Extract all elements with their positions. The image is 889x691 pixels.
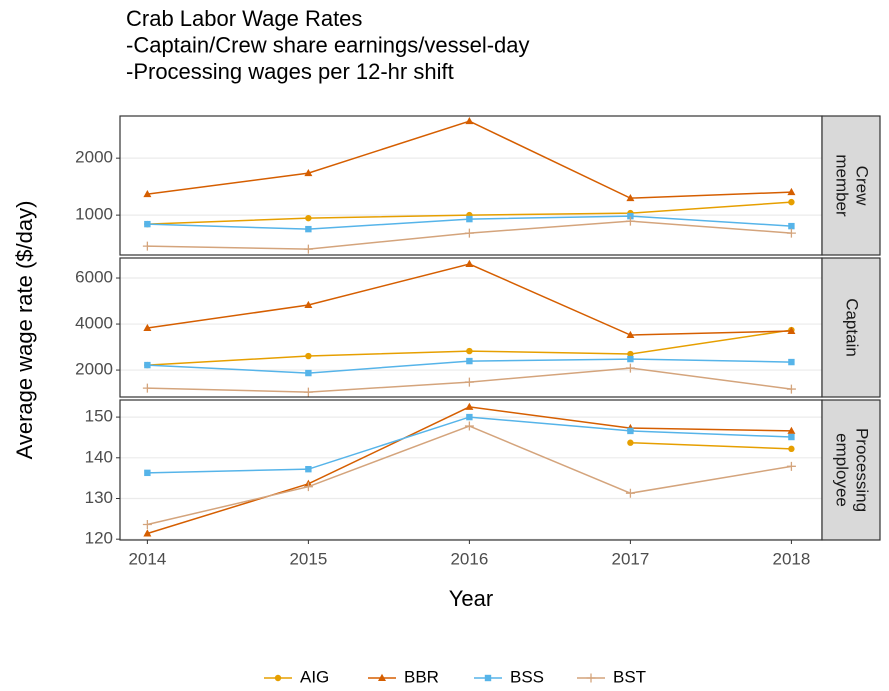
y-tick-label: 6000: [75, 268, 113, 287]
point: [787, 326, 796, 335]
point: [625, 488, 635, 498]
point: [465, 402, 474, 410]
point: [305, 352, 312, 360]
legend-label: BST: [613, 667, 646, 686]
facet-label-line: Captain: [843, 298, 862, 357]
series-line: [630, 441, 792, 450]
x-tick-label: 2014: [128, 549, 166, 568]
point: [626, 330, 635, 339]
point: [143, 189, 152, 198]
point: [788, 358, 795, 366]
point: [464, 421, 474, 431]
point: [305, 465, 312, 473]
point: [484, 674, 492, 682]
chart-title: Crab Labor Wage Rates: [126, 6, 362, 31]
legend-label: BSS: [510, 667, 544, 686]
point: [625, 363, 635, 373]
point: [142, 383, 152, 393]
point: [303, 482, 313, 492]
point: [466, 413, 473, 421]
y-axis-label: Average wage rate ($/day): [12, 201, 37, 460]
point: [304, 168, 313, 177]
point: [788, 445, 795, 453]
point: [305, 225, 312, 233]
point: [586, 673, 596, 683]
point: [627, 355, 634, 363]
point: [625, 216, 635, 226]
facet-strip: [821, 399, 881, 541]
point: [786, 384, 796, 394]
point: [305, 214, 312, 222]
point: [143, 529, 152, 537]
y-tick-label: 2000: [75, 360, 113, 379]
point: [143, 323, 152, 332]
y-tick-label: 130: [85, 488, 113, 507]
panel-background: [120, 258, 822, 397]
point: [465, 259, 474, 268]
point: [303, 387, 313, 397]
facet-label: Captain: [843, 298, 862, 357]
point: [142, 520, 152, 530]
point: [466, 357, 473, 365]
facet-label-line: employee: [833, 433, 852, 507]
point: [144, 361, 151, 369]
point: [142, 241, 152, 251]
point: [627, 439, 634, 446]
x-tick-label: 2018: [772, 549, 810, 568]
point: [627, 350, 634, 358]
point: [788, 198, 795, 206]
y-tick-label: 140: [85, 447, 113, 466]
point: [626, 193, 635, 202]
point: [305, 369, 312, 377]
x-axis-label: Year: [449, 586, 493, 611]
point: [144, 469, 151, 477]
point: [378, 673, 386, 681]
point: [627, 427, 634, 435]
point: [786, 461, 796, 471]
point: [787, 426, 796, 434]
chart-title: -Processing wages per 12-hr shift: [126, 59, 454, 84]
point: [786, 228, 796, 238]
facet-strip: [821, 257, 881, 398]
point: [788, 433, 795, 441]
point: [788, 222, 795, 230]
y-tick-label: 150: [85, 407, 113, 426]
point: [274, 674, 282, 682]
legend-label: AIG: [300, 667, 329, 686]
x-tick-label: 2016: [450, 549, 488, 568]
x-tick-label: 2017: [611, 549, 649, 568]
point: [464, 228, 474, 238]
point: [464, 377, 474, 387]
panel-background: [120, 116, 822, 255]
legend-label: BBR: [404, 667, 439, 686]
facet-label-line: Crew: [853, 166, 872, 206]
y-tick-label: 120: [85, 529, 113, 548]
y-tick-label: 2000: [75, 148, 113, 167]
x-tick-label: 2015: [289, 549, 327, 568]
chart-title: -Captain/Crew share earnings/vessel-day: [126, 32, 530, 57]
y-tick-label: 4000: [75, 314, 113, 333]
point: [465, 116, 474, 125]
point: [787, 187, 796, 196]
point: [466, 347, 473, 355]
facet-label-line: Processing: [853, 428, 872, 512]
point: [627, 212, 634, 220]
y-tick-label: 1000: [75, 205, 113, 224]
point: [303, 244, 313, 254]
panel-background: [120, 400, 822, 540]
point: [466, 215, 473, 223]
point: [144, 220, 151, 228]
facet-label-line: member: [833, 154, 852, 217]
point: [304, 300, 313, 309]
facet-strip: [821, 115, 881, 256]
